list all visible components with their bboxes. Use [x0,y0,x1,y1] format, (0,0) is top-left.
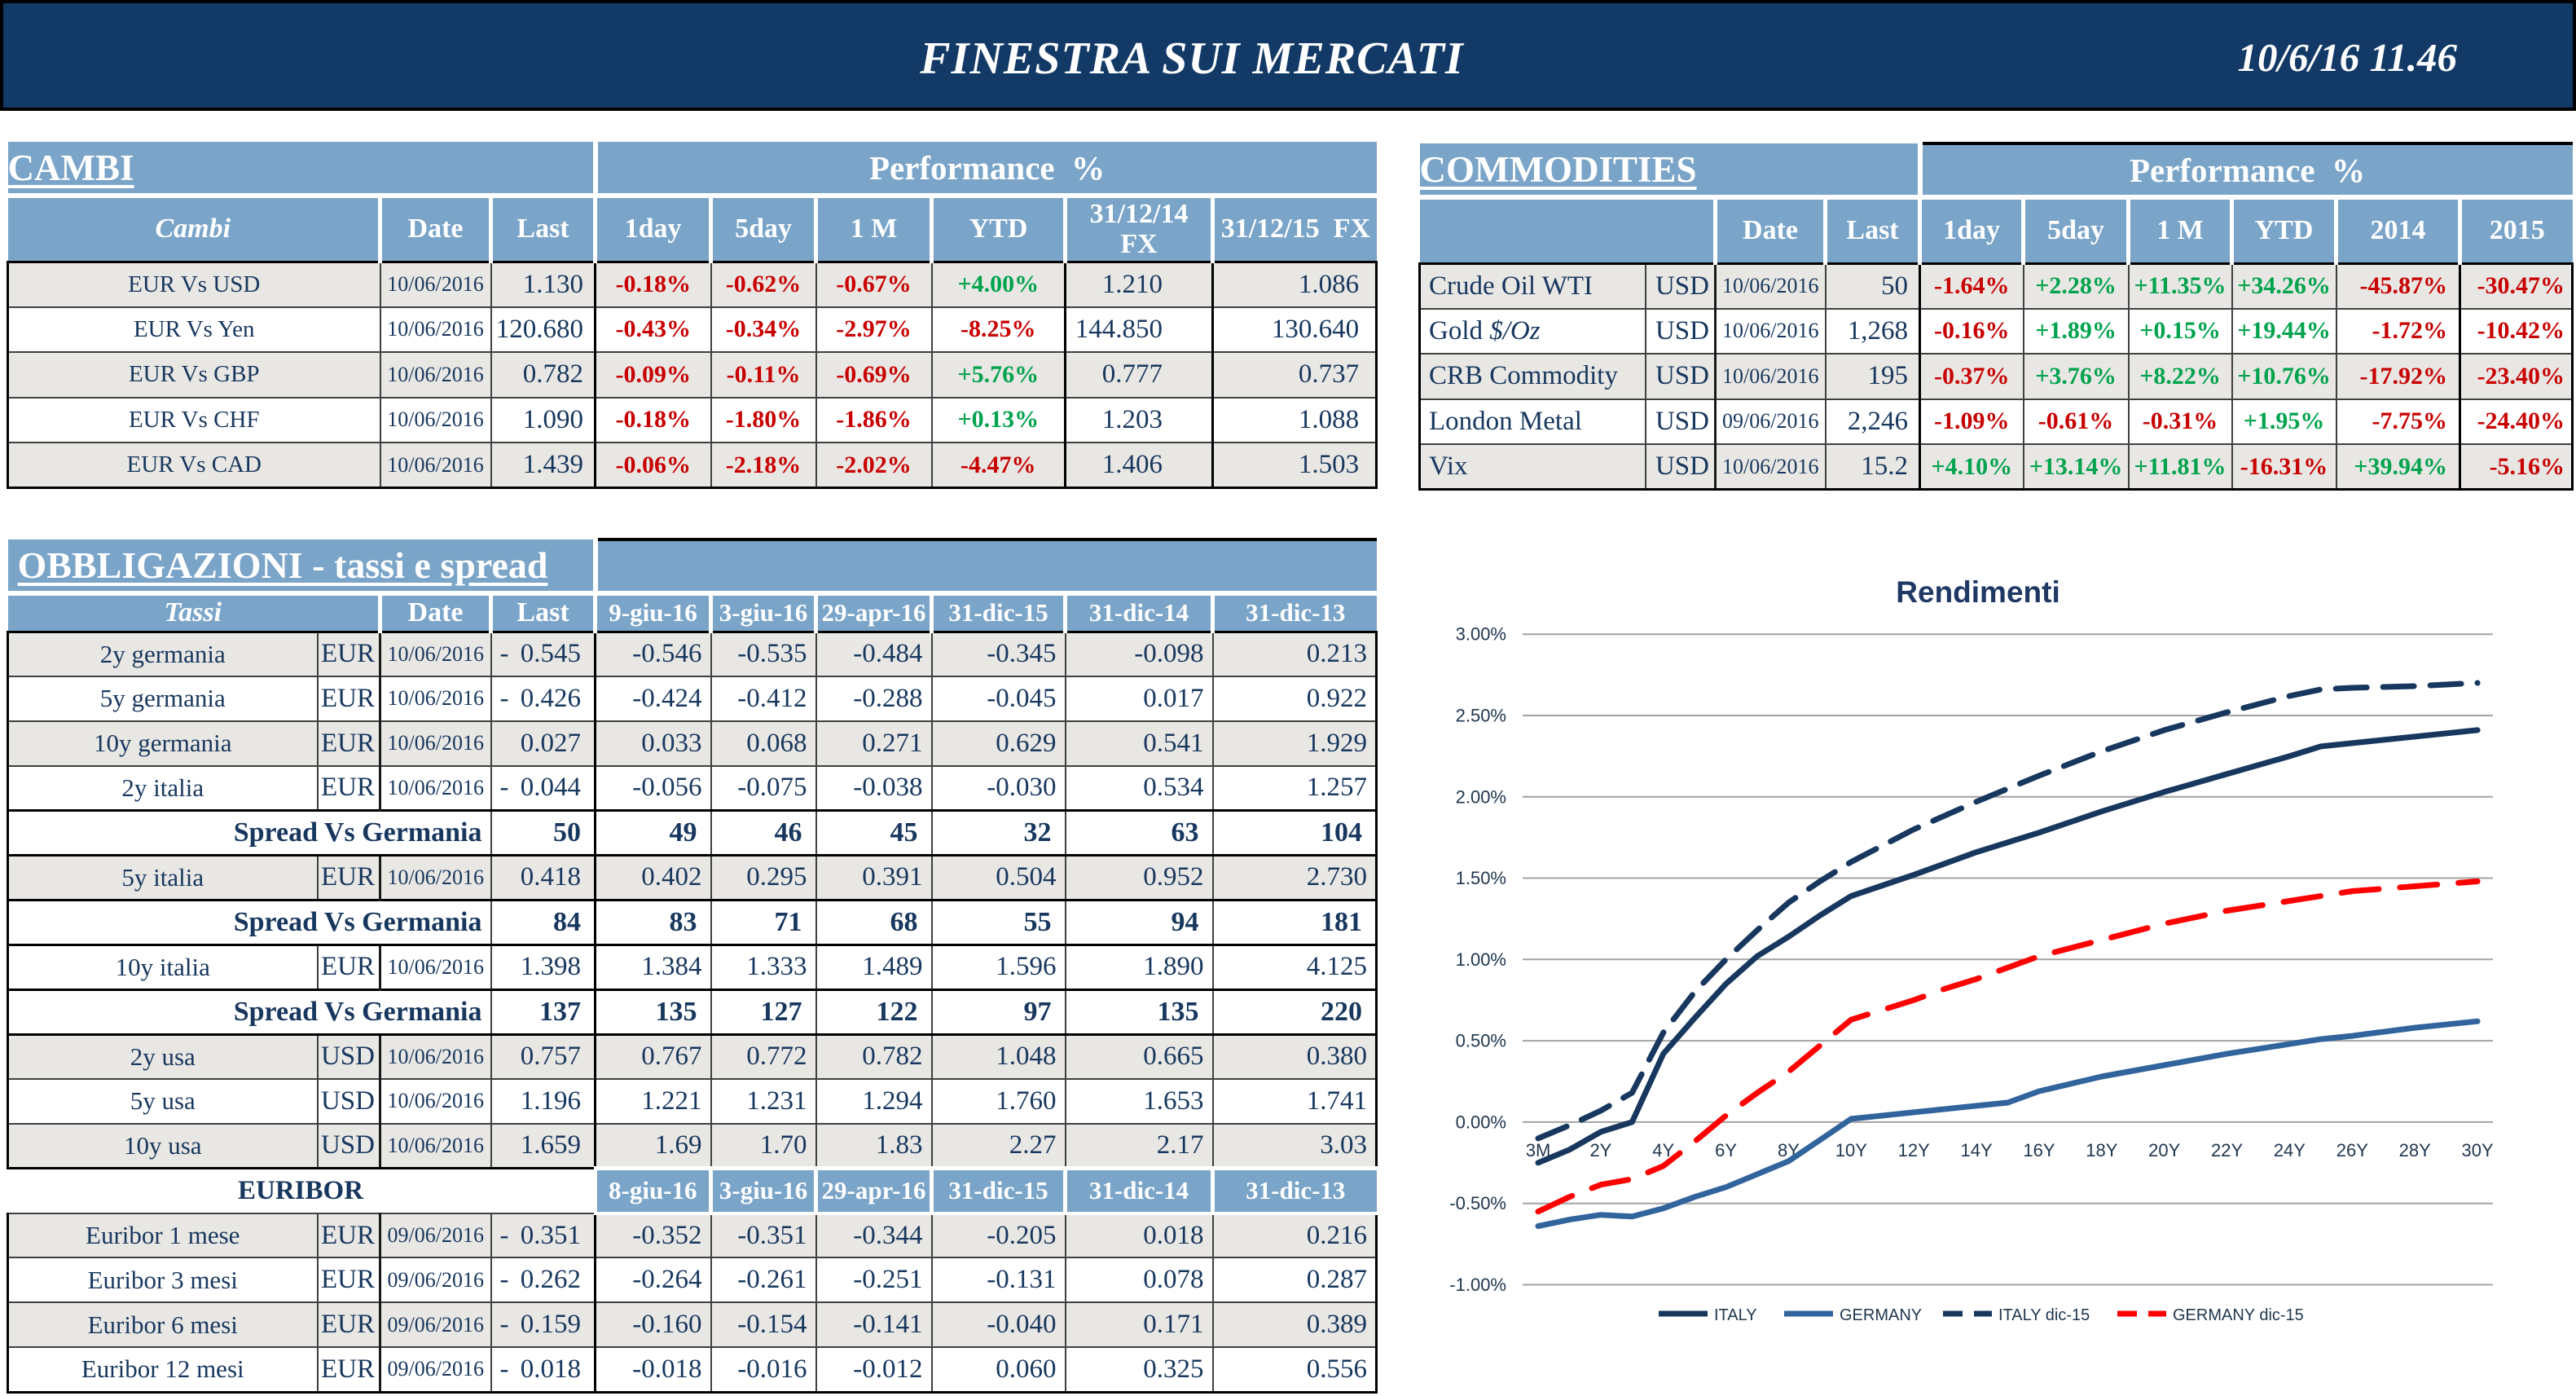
svg-text:12Y: 12Y [1898,1140,1930,1160]
svg-text:6Y: 6Y [1715,1140,1737,1160]
svg-text:2.50%: 2.50% [1456,706,1506,726]
svg-text:2Y: 2Y [1589,1140,1611,1160]
svg-text:-1.00%: -1.00% [1449,1275,1506,1295]
svg-text:18Y: 18Y [2086,1140,2117,1160]
svg-text:-0.50%: -0.50% [1449,1193,1506,1213]
svg-text:26Y: 26Y [2336,1140,2368,1160]
svg-text:16Y: 16Y [2023,1140,2055,1160]
svg-text:20Y: 20Y [2148,1140,2180,1160]
svg-text:ITALY: ITALY [1714,1306,1757,1324]
svg-text:10Y: 10Y [1835,1140,1867,1160]
svg-text:Rendimenti: Rendimenti [1896,575,2059,609]
svg-text:2.00%: 2.00% [1456,786,1506,807]
svg-text:1.50%: 1.50% [1456,868,1506,888]
svg-text:22Y: 22Y [2211,1140,2243,1160]
svg-text:14Y: 14Y [1961,1140,1993,1160]
svg-text:0.50%: 0.50% [1456,1031,1506,1051]
svg-text:1.00%: 1.00% [1456,949,1506,970]
svg-text:ITALY dic-15: ITALY dic-15 [1998,1306,2090,1324]
svg-text:0.00%: 0.00% [1456,1112,1506,1132]
svg-text:3.00%: 3.00% [1456,624,1506,645]
svg-text:24Y: 24Y [2274,1140,2306,1160]
svg-text:GERMANY: GERMANY [1840,1306,1922,1324]
svg-text:28Y: 28Y [2399,1140,2431,1160]
svg-text:30Y: 30Y [2462,1140,2494,1160]
svg-text:GERMANY dic-15: GERMANY dic-15 [2173,1306,2304,1324]
